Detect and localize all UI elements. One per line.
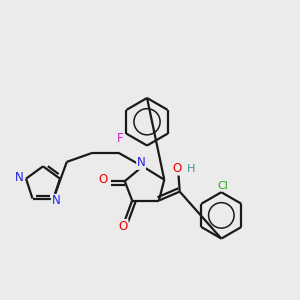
Text: N: N <box>15 171 24 184</box>
Text: H: H <box>187 164 195 174</box>
Text: O: O <box>98 173 108 186</box>
Text: F: F <box>117 132 123 145</box>
Text: O: O <box>172 162 182 175</box>
Text: N: N <box>137 156 146 169</box>
Text: N: N <box>52 194 60 208</box>
Text: Cl: Cl <box>218 181 228 191</box>
Text: O: O <box>118 220 128 232</box>
